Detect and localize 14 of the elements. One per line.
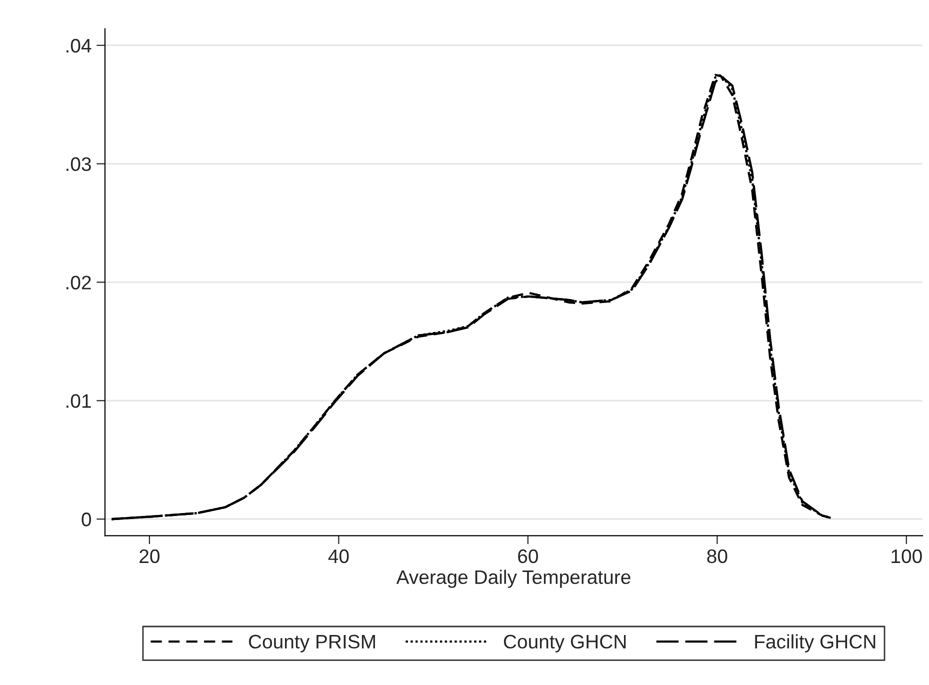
x-tick-label: 100 xyxy=(892,549,922,564)
y-tick-label: .04 xyxy=(66,38,92,53)
legend-label: County GHCN xyxy=(504,634,626,652)
x-tick-label: 60 xyxy=(518,549,538,564)
x-tick-label: 20 xyxy=(140,549,160,564)
x-tick-label: 80 xyxy=(707,549,728,564)
legend-label: County PRISM xyxy=(248,634,375,652)
y-tick-label: .01 xyxy=(66,394,91,408)
y-tick-label: 0 xyxy=(82,512,92,526)
legend-label: Facility GHCN xyxy=(755,634,876,652)
y-tick-label: .02 xyxy=(66,276,91,290)
y-tick-label: .03 xyxy=(66,157,91,172)
x-tick-label: 40 xyxy=(328,549,349,564)
x-axis-title: Average Daily Temperature xyxy=(396,570,630,588)
